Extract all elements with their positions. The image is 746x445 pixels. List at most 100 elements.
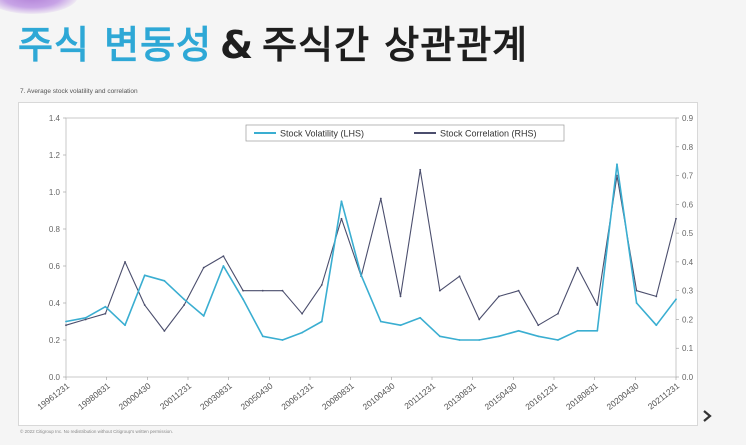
- plot-border: [65, 117, 677, 378]
- x-tick-label: 20000430: [117, 381, 153, 412]
- data-point: [438, 335, 441, 338]
- legend-box: [245, 124, 565, 142]
- legend-label: Stock Volatility (LHS): [280, 129, 364, 139]
- left-tick-label: 0.6: [49, 262, 61, 271]
- data-point: [65, 324, 67, 327]
- x-tick-label: 20050430: [239, 381, 275, 412]
- x-tick-label: 20161231: [523, 381, 559, 412]
- data-point: [340, 200, 343, 203]
- data-point: [124, 324, 126, 327]
- data-point: [576, 329, 579, 332]
- data-point: [458, 339, 461, 341]
- x-tick-label: 20061231: [279, 381, 315, 412]
- data-point: [537, 335, 540, 338]
- series-line: [65, 163, 677, 341]
- decorative-blob: [0, 0, 78, 14]
- right-tick-label: 0.0: [682, 373, 694, 382]
- data-point: [419, 168, 422, 171]
- data-point: [596, 329, 599, 332]
- right-tick-label: 0.8: [682, 143, 694, 152]
- data-point: [163, 279, 166, 282]
- data-point: [399, 324, 402, 327]
- data-point: [301, 331, 304, 334]
- left-axis-ticks: 0.0 0.2 0.4 0.6 0.8 1.0 1.2 1.4: [49, 114, 66, 382]
- right-tick-label: 0.6: [682, 200, 694, 209]
- left-tick-label: 1.2: [49, 151, 61, 160]
- data-point: [675, 217, 677, 220]
- data-point: [163, 330, 166, 332]
- title-part1: 주식 변동성: [18, 23, 213, 67]
- data-point: [124, 260, 126, 263]
- series-line: [65, 169, 677, 332]
- x-tick-label: 20100430: [361, 381, 397, 412]
- data-point: [498, 295, 500, 298]
- footnote: © 2022 Citigroup Inc. No redistribution …: [20, 429, 173, 434]
- x-tick-label: 19961231: [35, 381, 71, 412]
- data-point: [281, 339, 284, 341]
- data-point: [478, 318, 481, 321]
- x-tick-label: 20200430: [605, 381, 641, 412]
- x-tick-label: 20030831: [198, 381, 234, 412]
- chart-axes: [65, 117, 677, 378]
- data-point: [183, 298, 185, 301]
- x-tick-label: 20111231: [402, 381, 437, 412]
- data-point: [222, 255, 225, 258]
- data-point: [557, 312, 559, 315]
- title-part2: 주식간 상관관계: [262, 23, 529, 67]
- data-point: [596, 304, 599, 306]
- right-tick-label: 0.1: [682, 344, 694, 353]
- data-point: [635, 302, 638, 304]
- data-point: [655, 295, 658, 298]
- data-point: [517, 289, 520, 292]
- data-point: [478, 339, 481, 341]
- x-tick-label: 19980831: [76, 381, 112, 412]
- data-point: [379, 320, 382, 323]
- data-point: [458, 275, 461, 278]
- data-point: [379, 197, 382, 200]
- chart-legend: Stock Volatility (LHS) Stock Correlation …: [245, 124, 565, 142]
- data-point: [340, 217, 343, 220]
- data-point: [183, 304, 185, 306]
- right-tick-label: 0.5: [682, 229, 694, 238]
- right-tick-label: 0.7: [682, 172, 694, 181]
- data-point: [320, 320, 323, 323]
- data-point: [557, 339, 559, 341]
- left-tick-label: 1.4: [49, 114, 61, 123]
- data-point: [242, 289, 244, 292]
- data-point: [301, 312, 304, 315]
- x-tick-label: 20180831: [564, 381, 600, 412]
- data-point: [498, 335, 500, 338]
- left-tick-label: 0.2: [49, 336, 61, 345]
- data-point: [202, 266, 205, 269]
- data-point: [616, 163, 618, 166]
- x-tick-label: 20150430: [483, 381, 519, 412]
- data-point: [65, 320, 67, 323]
- data-point: [399, 295, 402, 298]
- data-point: [281, 289, 284, 292]
- data-point: [419, 316, 422, 319]
- data-point: [104, 305, 107, 308]
- data-point: [202, 315, 205, 317]
- x-tick-label: 20130831: [442, 381, 478, 412]
- right-tick-label: 0.2: [682, 315, 694, 324]
- data-point: [242, 298, 244, 301]
- page-title: 주식 변동성 & 주식간 상관관계: [18, 12, 528, 78]
- chart-caption: 7. Average stock volatility and correlat…: [20, 88, 138, 95]
- right-axis-ticks: 0.0 0.1 0.2 0.3 0.4 0.5 0.6 0.7 0.8 0.9: [676, 114, 694, 382]
- data-point: [576, 266, 579, 269]
- left-tick-label: 0.4: [49, 299, 61, 308]
- data-point: [320, 284, 323, 286]
- x-axis-ticks: 19961231 19980831 20000430 20011231 20030831…: [35, 377, 681, 412]
- right-tick-label: 0.9: [682, 114, 694, 123]
- title-ampersand: &: [220, 23, 255, 67]
- data-point: [143, 274, 146, 277]
- x-tick-label: 20011231: [158, 381, 194, 412]
- data-point: [261, 289, 264, 292]
- data-point: [655, 324, 658, 327]
- data-point: [104, 312, 107, 315]
- right-tick-label: 0.3: [682, 287, 694, 296]
- left-tick-label: 0.8: [49, 225, 61, 234]
- chevron-right-icon[interactable]: [700, 409, 714, 423]
- left-tick-label: 1.0: [49, 188, 61, 197]
